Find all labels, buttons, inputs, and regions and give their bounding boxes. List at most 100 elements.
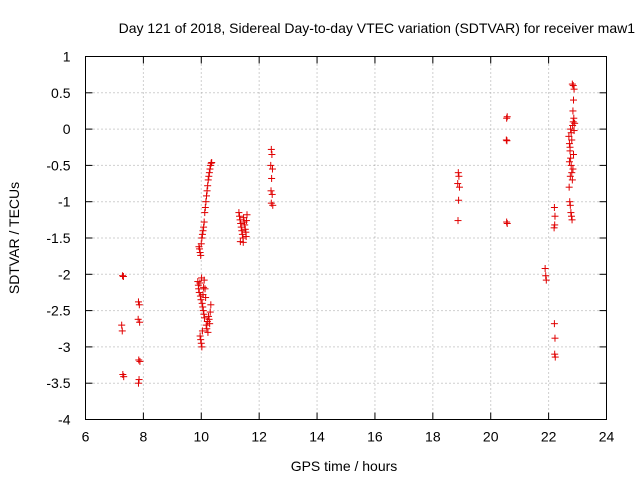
y-tick-label: -1.5 bbox=[46, 230, 70, 246]
data-point bbox=[503, 137, 511, 145]
data-point bbox=[135, 301, 143, 309]
data-point bbox=[503, 114, 511, 122]
data-point bbox=[200, 276, 208, 284]
data-point bbox=[200, 314, 208, 322]
data-point bbox=[269, 201, 277, 209]
data-point bbox=[551, 334, 559, 342]
data-point bbox=[198, 299, 206, 307]
data-point bbox=[199, 291, 207, 299]
data-point bbox=[268, 151, 276, 159]
data-point bbox=[205, 169, 213, 177]
data-point bbox=[565, 140, 573, 148]
grid-lines bbox=[85, 56, 607, 420]
data-point bbox=[202, 192, 210, 200]
data-point bbox=[566, 201, 574, 209]
y-tick-label: -0.5 bbox=[46, 157, 70, 173]
data-point bbox=[136, 357, 144, 365]
data-point bbox=[206, 308, 214, 316]
y-axis-label: SDTVAR / TECUs bbox=[6, 182, 22, 294]
data-point bbox=[242, 217, 250, 225]
data-point bbox=[200, 218, 208, 226]
y-tick-labels: -4 -3.5 -3 -2.5 -2 -1.5 -1 -0.5 0 0.5 1 bbox=[46, 49, 70, 428]
data-point bbox=[195, 285, 203, 293]
data-point bbox=[240, 214, 248, 222]
data-point bbox=[197, 296, 205, 304]
data-point bbox=[267, 161, 275, 169]
data-point bbox=[134, 315, 142, 323]
data-point bbox=[198, 230, 206, 238]
data-point bbox=[236, 238, 244, 246]
data-point bbox=[567, 125, 575, 133]
data-point bbox=[119, 272, 127, 280]
data-point bbox=[197, 336, 205, 344]
data-point bbox=[268, 174, 276, 182]
y-tick-label: -2 bbox=[58, 266, 71, 282]
x-tick-labels: 6 8 10 12 14 16 18 20 22 24 bbox=[82, 429, 615, 445]
data-point bbox=[568, 176, 576, 184]
y-tick-label: -3 bbox=[58, 339, 71, 355]
data-point bbox=[569, 82, 577, 90]
data-point bbox=[267, 187, 275, 195]
data-point bbox=[551, 350, 559, 358]
data-point bbox=[205, 315, 213, 323]
data-point bbox=[208, 158, 216, 166]
data-point bbox=[455, 183, 463, 191]
data-point bbox=[567, 212, 575, 220]
data-point bbox=[542, 276, 550, 284]
data-point bbox=[118, 327, 126, 335]
data-point bbox=[570, 96, 578, 104]
data-point bbox=[235, 212, 243, 220]
data-point bbox=[568, 216, 576, 224]
y-tick-label: -1 bbox=[58, 194, 71, 210]
data-point bbox=[197, 240, 205, 248]
data-point bbox=[202, 321, 210, 329]
data-point bbox=[199, 307, 207, 315]
x-tick-label: 14 bbox=[309, 429, 325, 445]
data-point bbox=[454, 180, 462, 188]
data-point bbox=[566, 172, 574, 180]
data-point bbox=[196, 279, 204, 287]
data-point bbox=[204, 328, 212, 336]
data-point bbox=[237, 219, 245, 227]
x-tick-label: 10 bbox=[193, 429, 209, 445]
data-point bbox=[551, 353, 559, 361]
data-point bbox=[570, 114, 578, 122]
data-point bbox=[268, 190, 276, 198]
data-point bbox=[120, 373, 128, 381]
x-tick-label: 22 bbox=[541, 429, 557, 445]
data-point bbox=[202, 198, 210, 206]
data-point bbox=[568, 169, 576, 177]
data-point bbox=[118, 321, 126, 329]
data-point bbox=[267, 145, 275, 153]
data-point bbox=[550, 320, 558, 328]
data-point bbox=[204, 182, 212, 190]
data-point bbox=[241, 225, 249, 233]
data-point bbox=[134, 298, 142, 306]
x-tick-label: 20 bbox=[483, 429, 499, 445]
y-tick-label: -4 bbox=[58, 412, 71, 428]
axis-ticks bbox=[85, 56, 607, 420]
x-axis-label: GPS time / hours bbox=[291, 458, 398, 474]
data-point bbox=[242, 233, 250, 241]
data-point bbox=[565, 158, 573, 166]
data-point bbox=[567, 209, 575, 217]
x-tick-label: 18 bbox=[425, 429, 441, 445]
data-point bbox=[455, 172, 463, 180]
data-point bbox=[551, 221, 559, 229]
data-point bbox=[197, 251, 205, 259]
data-point bbox=[541, 264, 549, 272]
data-point bbox=[268, 165, 276, 173]
data-point bbox=[454, 217, 462, 225]
data-point bbox=[568, 136, 576, 144]
data-point bbox=[196, 249, 204, 257]
data-point bbox=[200, 283, 208, 291]
data-point bbox=[566, 143, 574, 151]
data-point bbox=[199, 303, 207, 311]
y-tick-label: 0.5 bbox=[51, 85, 71, 101]
data-point bbox=[569, 118, 577, 126]
y-tick-label: 1 bbox=[63, 49, 71, 65]
data-point bbox=[565, 183, 573, 191]
data-point bbox=[119, 272, 127, 280]
data-point bbox=[201, 209, 209, 217]
